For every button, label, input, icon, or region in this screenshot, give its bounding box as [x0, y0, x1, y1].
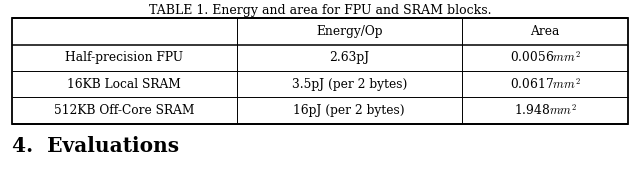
Text: 16pJ (per 2 bytes): 16pJ (per 2 bytes) — [294, 104, 405, 117]
Text: 512KB Off-Core SRAM: 512KB Off-Core SRAM — [54, 104, 195, 117]
Text: Energy/Op: Energy/Op — [316, 25, 383, 38]
Text: 1.948$mm^2$: 1.948$mm^2$ — [514, 103, 577, 118]
Text: 2.63pJ: 2.63pJ — [329, 51, 369, 64]
Text: Half-precision FPU: Half-precision FPU — [65, 51, 183, 64]
Text: 0.0056$mm^2$: 0.0056$mm^2$ — [509, 50, 580, 65]
Text: 4.  Evaluations: 4. Evaluations — [12, 136, 179, 156]
Text: Area: Area — [531, 25, 560, 38]
Text: 0.0617$mm^2$: 0.0617$mm^2$ — [509, 77, 580, 92]
Bar — [12, 18, 628, 124]
Text: 16KB Local SRAM: 16KB Local SRAM — [67, 78, 181, 91]
Text: TABLE 1. Energy and area for FPU and SRAM blocks.: TABLE 1. Energy and area for FPU and SRA… — [148, 4, 492, 17]
Text: 3.5pJ (per 2 bytes): 3.5pJ (per 2 bytes) — [292, 78, 407, 91]
